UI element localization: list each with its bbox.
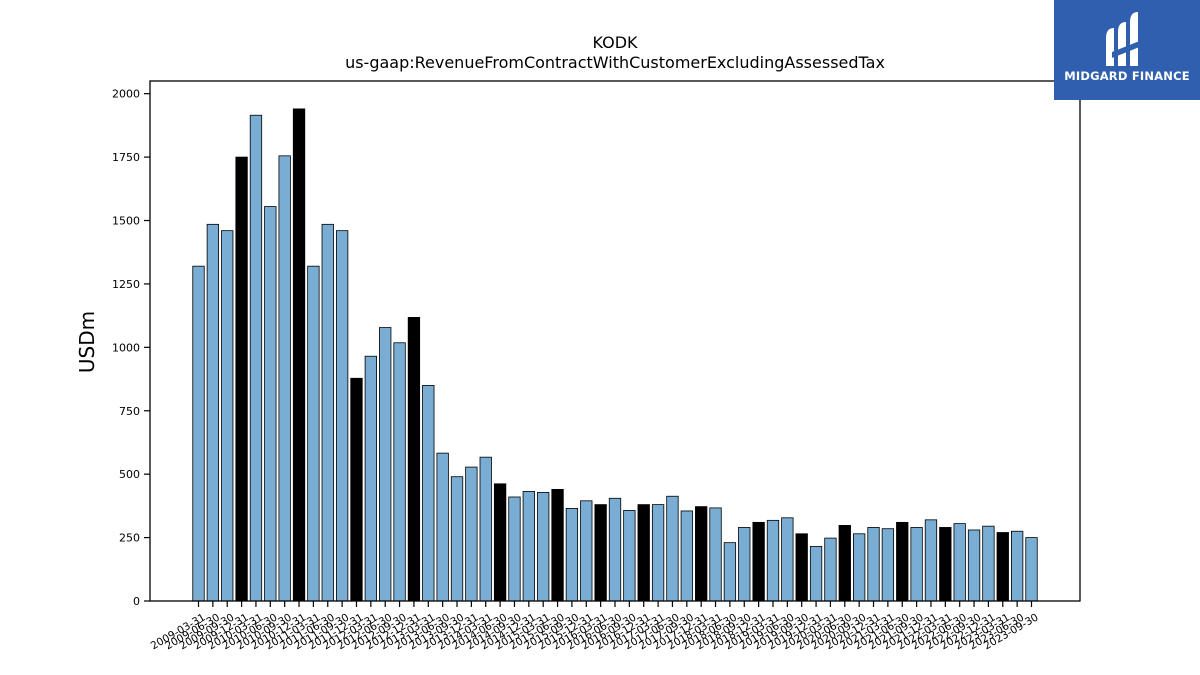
y-tick-label: 250 <box>119 532 140 545</box>
bar <box>235 156 248 602</box>
bar <box>192 265 205 602</box>
bar <box>838 525 851 602</box>
bar <box>335 230 349 602</box>
bar <box>723 542 737 602</box>
bar <box>896 521 909 602</box>
midgard-logo-icon <box>1106 12 1142 66</box>
bar <box>407 317 421 602</box>
y-tick-label: 500 <box>119 468 140 481</box>
bar <box>695 506 708 602</box>
bar <box>666 495 679 602</box>
y-tick-label: 0 <box>133 595 140 608</box>
bar <box>580 500 593 602</box>
bar <box>321 223 334 602</box>
bar <box>393 342 406 602</box>
bar <box>249 114 263 602</box>
bar <box>809 546 823 602</box>
bar <box>551 488 564 602</box>
bar <box>537 492 550 602</box>
bar <box>379 327 392 602</box>
bar <box>795 533 808 602</box>
bar <box>450 476 464 602</box>
y-tick-label: 2000 <box>112 88 140 101</box>
bar <box>493 483 507 602</box>
bar <box>206 223 220 602</box>
bar-series <box>192 108 1038 602</box>
bar <box>853 533 866 602</box>
bar <box>307 265 320 602</box>
bar <box>364 355 377 602</box>
bar <box>752 521 765 602</box>
brand-name: MIDGARD FINANCE <box>1064 69 1190 83</box>
y-tick-label: 750 <box>119 405 140 418</box>
bar <box>824 537 837 602</box>
y-tick-label: 1000 <box>112 341 140 354</box>
bar <box>709 507 722 602</box>
bar <box>508 496 521 602</box>
bar <box>565 508 579 602</box>
y-tick-label: 1750 <box>112 151 140 164</box>
y-axis-label: USDm <box>75 311 99 373</box>
y-tick-label: 1500 <box>112 215 140 228</box>
y-tick-label: 1250 <box>112 278 140 291</box>
bar <box>292 108 306 602</box>
bar <box>881 528 895 602</box>
bar <box>422 384 435 602</box>
bar <box>479 456 492 602</box>
x-axis: 2009-03-312009-06-302009-09-302009-12-31… <box>149 601 1041 652</box>
bar <box>910 527 923 602</box>
bar <box>350 377 363 602</box>
bar <box>680 510 693 602</box>
bar <box>738 527 751 602</box>
chart-subtitle: us-gaap:RevenueFromContractWithCustomerE… <box>345 53 885 72</box>
chart-title: KODK <box>592 33 638 52</box>
bar <box>522 491 535 602</box>
bar <box>651 504 665 602</box>
bar <box>867 527 880 602</box>
bar <box>924 519 938 602</box>
bar <box>1025 537 1038 602</box>
bar <box>939 527 952 602</box>
y-axis: 0 250 500 750 1000 1250 1500 1750 2000 <box>112 88 150 608</box>
bar <box>996 532 1009 602</box>
bar <box>953 523 966 602</box>
bar <box>967 529 981 602</box>
bar <box>781 517 794 602</box>
brand-logo: MIDGARD FINANCE <box>1054 0 1200 100</box>
bar <box>221 230 234 602</box>
bar <box>465 466 478 602</box>
bar <box>637 504 650 602</box>
bar <box>608 497 622 602</box>
bar <box>1010 530 1024 602</box>
bar <box>594 504 607 602</box>
plot-frame <box>149 80 1081 602</box>
bar <box>278 155 291 602</box>
bar <box>766 519 780 602</box>
bar <box>264 206 277 602</box>
bar <box>436 452 449 602</box>
bar <box>623 510 636 602</box>
bar <box>982 525 995 602</box>
